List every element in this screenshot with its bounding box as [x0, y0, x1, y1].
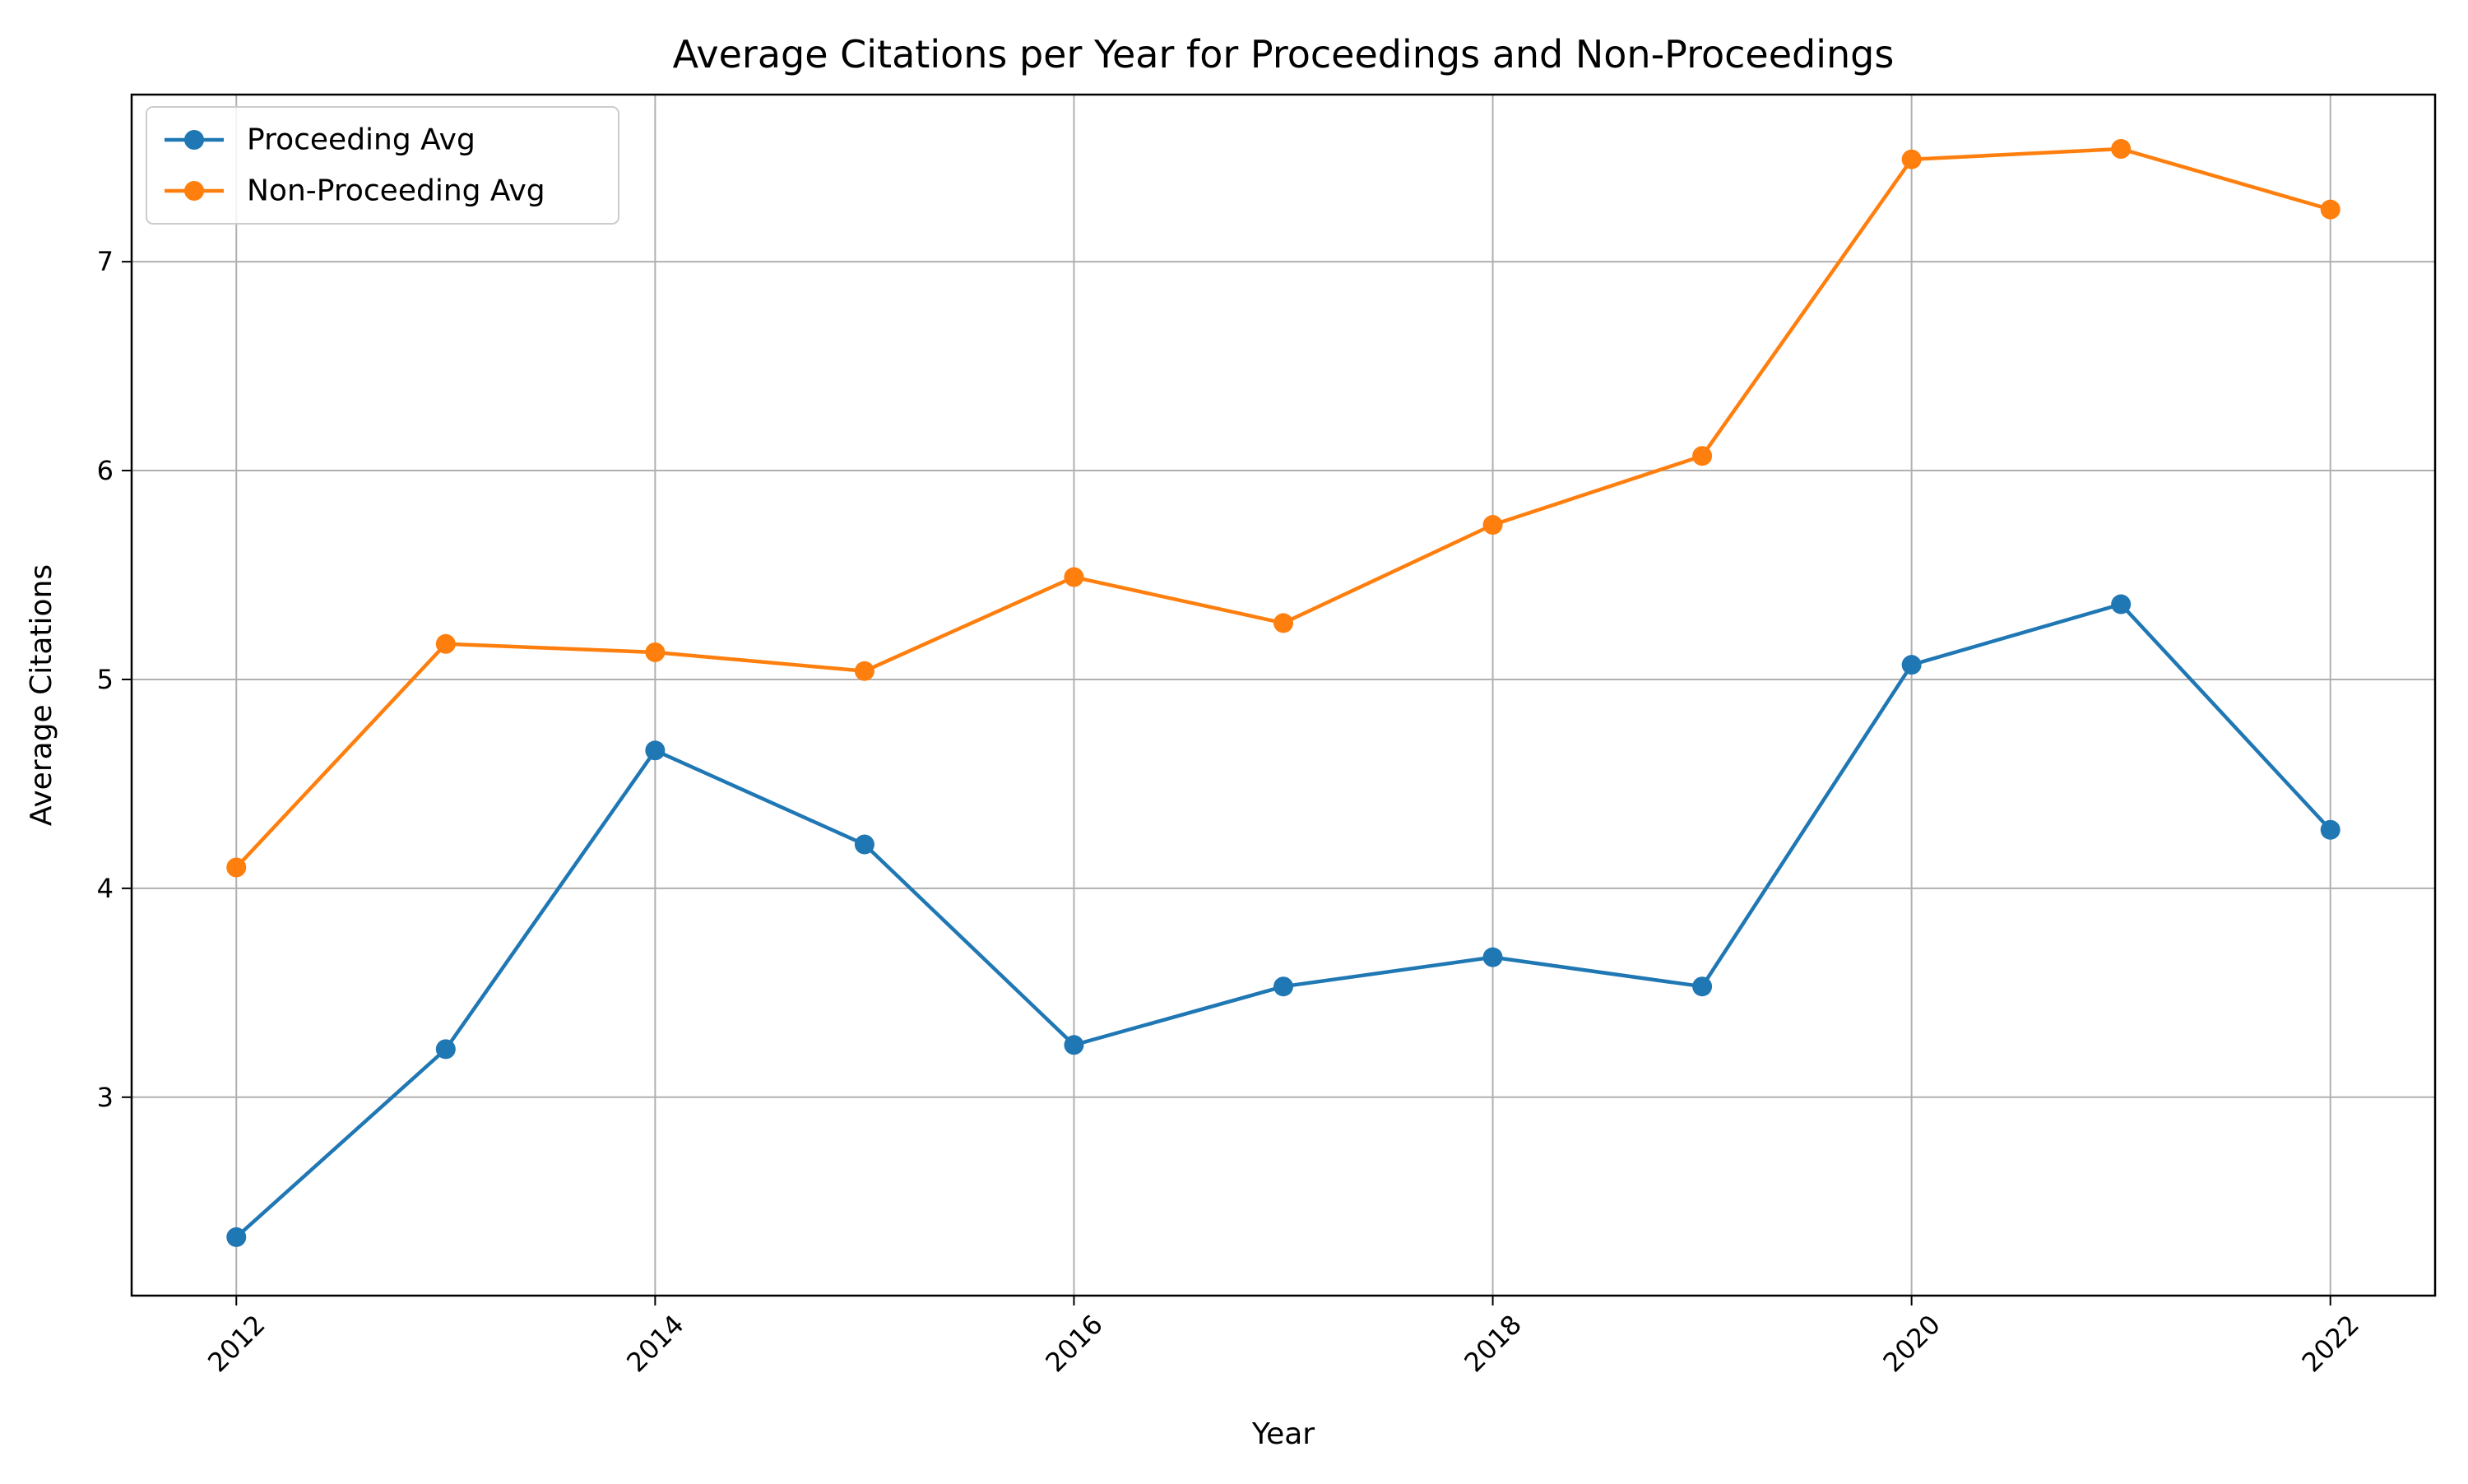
y-tick-label: 4 — [97, 873, 114, 904]
plot-frame — [130, 93, 2437, 1297]
data-point-marker — [2111, 594, 2132, 614]
x-axis-label: Year — [1251, 1417, 1315, 1451]
data-point-marker — [2111, 139, 2132, 160]
data-point-marker — [226, 857, 247, 878]
y-tick-label: 7 — [97, 246, 114, 277]
data-point-marker — [1692, 976, 1713, 997]
legend-box — [146, 106, 619, 225]
data-point-marker — [854, 661, 874, 681]
series-layer — [226, 139, 2340, 1247]
data-point-marker — [854, 834, 874, 855]
data-point-marker — [1692, 446, 1713, 466]
data-point-marker — [1901, 149, 1922, 169]
data-point-marker — [1273, 976, 1293, 997]
y-tick-label: 3 — [97, 1082, 114, 1113]
y-tick-label: 5 — [97, 664, 114, 695]
data-point-marker — [2320, 199, 2340, 220]
legend-swatch-marker — [184, 181, 204, 201]
data-point-marker — [645, 740, 666, 761]
data-point-marker — [1064, 1035, 1084, 1055]
legend-label: Proceeding Avg — [247, 123, 476, 157]
legend-label: Non-Proceeding Avg — [247, 174, 545, 208]
data-point-marker — [1273, 613, 1293, 633]
legend: Proceeding Avg Non-Proceeding Avg — [146, 106, 619, 225]
y-tick-label: 6 — [97, 455, 114, 486]
y-axis-label: Average Citations — [25, 564, 58, 826]
data-point-marker — [435, 1039, 456, 1060]
legend-swatch-marker — [184, 130, 204, 150]
data-point-marker — [2320, 819, 2340, 840]
data-point-marker — [1482, 515, 1503, 536]
data-point-marker — [226, 1227, 247, 1247]
grid — [132, 95, 2435, 1296]
data-point-marker — [1482, 947, 1503, 967]
chart-title: Average Citations per Year for Proceedin… — [673, 32, 1895, 77]
data-point-marker — [1064, 567, 1084, 587]
data-point-marker — [1901, 655, 1922, 675]
data-point-marker — [645, 642, 666, 662]
data-point-marker — [435, 633, 456, 654]
